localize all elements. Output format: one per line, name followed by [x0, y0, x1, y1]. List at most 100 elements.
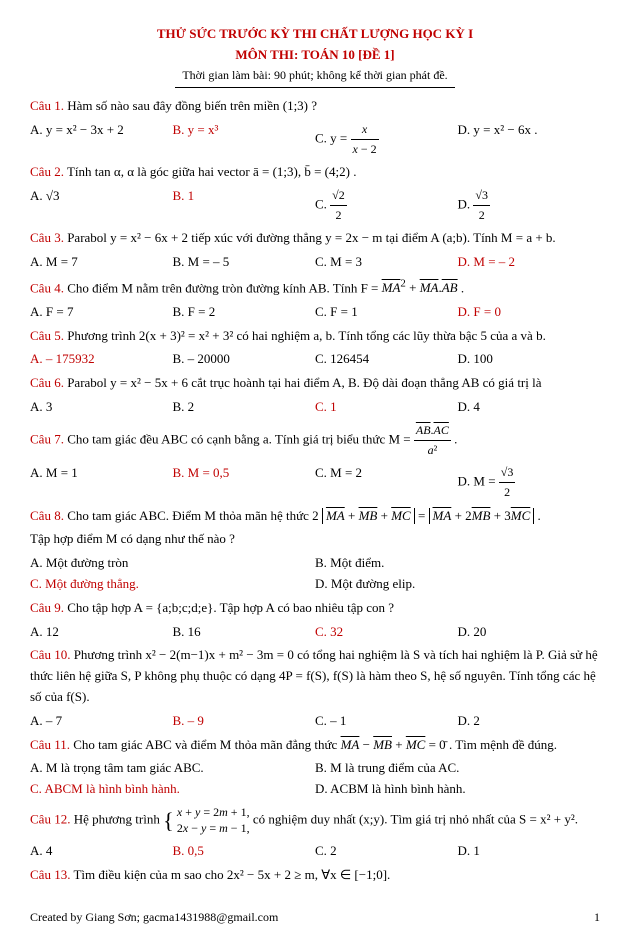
- page-number: 1: [594, 908, 600, 927]
- q7-c: C. M = 2: [315, 463, 458, 502]
- q10-d: D. 2: [458, 711, 601, 732]
- q6-text: Parabol y = x² − 5x + 6 cắt trục hoành t…: [67, 375, 541, 390]
- q11-b: B. M là trung điểm của AC.: [315, 758, 600, 779]
- q1-options: A. y = x² − 3x + 2 B. y = x³ C. y = xx −…: [30, 120, 600, 159]
- q11-options: A. M là trọng tâm tam giác ABC. B. M là …: [30, 758, 600, 800]
- q12-c: C. 2: [315, 841, 458, 862]
- question-5: Câu 5. Phương trình 2(x + 3)² = x² + 3² …: [30, 326, 600, 347]
- abs-expr-2: MA + 2MB + 3MC: [429, 508, 535, 525]
- q1-b: B. y = x³: [173, 120, 316, 159]
- question-8: Câu 8. Cho tam giác ABC. Điểm M thỏa mãn…: [30, 506, 600, 527]
- footer: Created by Giang Sơn; gacma1431988@gmail…: [30, 908, 600, 927]
- q7-label: Câu 7.: [30, 432, 64, 447]
- abs-expr-1: MA + MB + MC: [322, 508, 415, 525]
- q12-b: B. 0,5: [173, 841, 316, 862]
- q8-pre: Cho tam giác ABC. Điểm M thỏa mãn hệ thứ…: [67, 508, 318, 523]
- q8-b: B. Một điểm.: [315, 553, 600, 574]
- q2-d: D. √32: [458, 186, 601, 225]
- q3-c: C. M = 3: [315, 252, 458, 273]
- question-11: Câu 11. Cho tam giác ABC và điểm M thỏa …: [30, 735, 600, 756]
- question-4: Câu 4. Cho điểm M nằm trên đường tròn đư…: [30, 276, 600, 299]
- question-13: Câu 13. Tìm điều kiện của m sao cho 2x² …: [30, 865, 600, 886]
- q10-c: C. – 1: [315, 711, 458, 732]
- q12-label: Câu 12.: [30, 812, 70, 827]
- question-7: Câu 7. Cho tam giác đều ABC có cạnh bằng…: [30, 421, 600, 460]
- q3-a: A. M = 7: [30, 252, 173, 273]
- title-line-1: THỬ SỨC TRƯỚC KỲ THI CHẤT LƯỢNG HỌC KỲ I: [30, 24, 600, 45]
- q8-label: Câu 8.: [30, 508, 64, 523]
- q2-label: Câu 2.: [30, 164, 64, 179]
- q5-options: A. – 175932 B. – 20000 C. 126454 D. 100: [30, 349, 600, 370]
- question-1: Câu 1. Hàm số nào sau đây đồng biến trên…: [30, 96, 600, 117]
- q4-b: B. F = 2: [173, 302, 316, 323]
- q5-d: D. 100: [458, 349, 601, 370]
- q8-options: A. Một đường tròn B. Một điểm. C. Một đư…: [30, 553, 600, 595]
- q9-options: A. 12 B. 16 C. 32 D. 20: [30, 622, 600, 643]
- q5-text: Phương trình 2(x + 3)² = x² + 3² có hai …: [67, 328, 546, 343]
- system: x + y = 2m + 1, 2x − y = m − 1,: [177, 805, 250, 836]
- q8-c: C. Một đường thẳng.: [30, 574, 315, 595]
- q10-label: Câu 10.: [30, 647, 70, 662]
- q12-d: D. 1: [458, 841, 601, 862]
- q4-a: A. F = 7: [30, 302, 173, 323]
- q3-options: A. M = 7 B. M = – 5 C. M = 3 D. M = – 2: [30, 252, 600, 273]
- divider: [175, 87, 455, 88]
- q6-label: Câu 6.: [30, 375, 64, 390]
- q9-text: Cho tập hợp A = {a;b;c;d;e}. Tập hợp A c…: [67, 600, 394, 615]
- q5-label: Câu 5.: [30, 328, 64, 343]
- q5-b: B. – 20000: [173, 349, 316, 370]
- q6-d: D. 4: [458, 397, 601, 418]
- q11-pre: Cho tam giác ABC và điểm M thỏa mãn đẳng…: [73, 737, 340, 752]
- q4-pre: Cho điểm M nằm trên đường tròn đường kín…: [67, 280, 381, 295]
- q7-b: B. M = 0,5: [173, 463, 316, 502]
- q6-options: A. 3 B. 2 C. 1 D. 4: [30, 397, 600, 418]
- q3-text: Parabol y = x² − 6x + 2 tiếp xúc với đườ…: [67, 230, 555, 245]
- q8-d: D. Một đường elip.: [315, 574, 600, 595]
- question-3: Câu 3. Parabol y = x² − 6x + 2 tiếp xúc …: [30, 228, 600, 249]
- q9-a: A. 12: [30, 622, 173, 643]
- q4-post: .: [461, 280, 464, 295]
- q10-a: A. – 7: [30, 711, 173, 732]
- q10-b: B. – 9: [173, 711, 316, 732]
- q1-d: D. y = x² − 6x .: [458, 120, 601, 159]
- footer-left: Created by Giang Sơn; gacma1431988@gmail…: [30, 908, 278, 927]
- q6-b: B. 2: [173, 397, 316, 418]
- q11-label: Câu 11.: [30, 737, 70, 752]
- q4-expr: MA2 + MA.AB: [382, 280, 458, 295]
- question-12: Câu 12. Hệ phương trình { x + y = 2m + 1…: [30, 803, 600, 838]
- header: THỬ SỨC TRƯỚC KỲ THI CHẤT LƯỢNG HỌC KỲ I…: [30, 24, 600, 88]
- q7-a: A. M = 1: [30, 463, 173, 502]
- q2-text: Tính tan α, α là góc giữa hai vector ā =…: [67, 164, 356, 179]
- q11-d: D. ACBM là hình bình hành.: [315, 779, 600, 800]
- q2-a: A. √3: [30, 186, 173, 225]
- subtitle: Thời gian làm bài: 90 phút; không kể thờ…: [30, 66, 600, 85]
- title-line-2: MÔN THI: TOÁN 10 [ĐỀ 1]: [30, 45, 600, 66]
- q7-pre: Cho tam giác đều ABC có cạnh bằng a. Tín…: [67, 432, 414, 447]
- q3-b: B. M = – 5: [173, 252, 316, 273]
- q5-a: A. – 175932: [30, 349, 173, 370]
- q2-c: C. √22: [315, 186, 458, 225]
- q1-c: C. y = xx − 2: [315, 120, 458, 159]
- question-2: Câu 2. Tính tan α, α là góc giữa hai vec…: [30, 162, 600, 183]
- q10-options: A. – 7 B. – 9 C. – 1 D. 2: [30, 711, 600, 732]
- q1-label: Câu 1.: [30, 98, 64, 113]
- q8-a: A. Một đường tròn: [30, 553, 315, 574]
- q9-c: C. 32: [315, 622, 458, 643]
- q13-label: Câu 13.: [30, 867, 70, 882]
- q11-a: A. M là trọng tâm tam giác ABC.: [30, 758, 315, 779]
- q9-b: B. 16: [173, 622, 316, 643]
- q7-d: D. M = √32: [458, 463, 601, 502]
- q4-options: A. F = 7 B. F = 2 C. F = 1 D. F = 0: [30, 302, 600, 323]
- q3-d: D. M = – 2: [458, 252, 601, 273]
- brace-icon: {: [163, 808, 174, 833]
- q8-text2: Tập hợp điểm M có dạng như thế nào ?: [30, 529, 600, 550]
- q11-post: . Tìm mệnh đề đúng.: [449, 737, 557, 752]
- q2-options: A. √3 B. 1 C. √22 D. √32: [30, 186, 600, 225]
- q12-options: A. 4 B. 0,5 C. 2 D. 1: [30, 841, 600, 862]
- q13-text: Tìm điều kiện của m sao cho 2x² − 5x + 2…: [73, 867, 390, 882]
- q1-text: Hàm số nào sau đây đồng biến trên miền (…: [67, 98, 317, 113]
- q4-c: C. F = 1: [315, 302, 458, 323]
- q4-label: Câu 4.: [30, 280, 64, 295]
- q1-a: A. y = x² − 3x + 2: [30, 120, 173, 159]
- q11-expr: MA − MB + MC = 0̄: [341, 737, 446, 752]
